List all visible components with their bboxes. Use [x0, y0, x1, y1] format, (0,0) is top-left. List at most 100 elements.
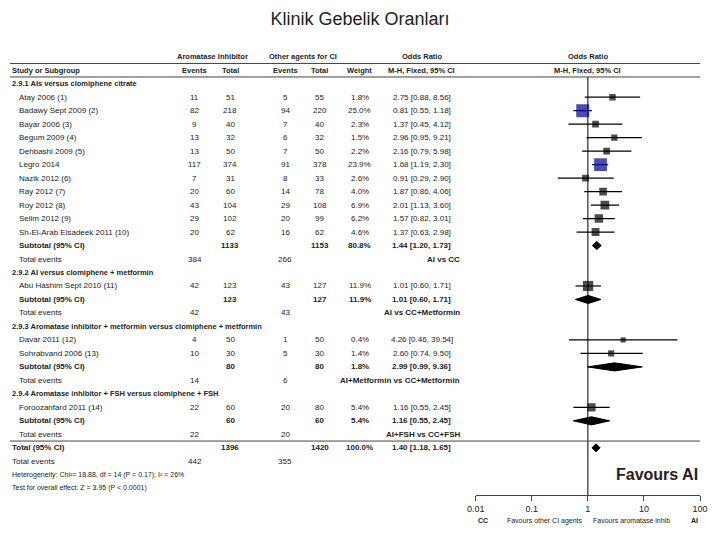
svg-text:104: 104 — [223, 201, 237, 210]
svg-text:60: 60 — [226, 416, 235, 425]
svg-text:31: 31 — [226, 174, 235, 183]
svg-text:7: 7 — [283, 147, 288, 156]
svg-text:80.8%: 80.8% — [348, 241, 371, 250]
svg-text:2.16 [0.79, 5.98]: 2.16 [0.79, 5.98] — [393, 147, 451, 156]
svg-text:1.40 [1.18, 1.65]: 1.40 [1.18, 1.65] — [392, 443, 451, 452]
svg-text:11.9%: 11.9% — [349, 295, 371, 304]
svg-text:1.37 [0.63, 2.98]: 1.37 [0.63, 2.98] — [393, 228, 451, 237]
svg-text:384: 384 — [188, 255, 202, 264]
svg-text:5: 5 — [283, 93, 288, 102]
svg-text:1.57 [0.82, 3.01]: 1.57 [0.82, 3.01] — [393, 214, 451, 223]
svg-text:Weight: Weight — [347, 66, 372, 75]
svg-text:20: 20 — [281, 430, 290, 439]
svg-text:Test for overall effect: Z = 3: Test for overall effect: Z = 3.95 (P < 0… — [12, 484, 147, 492]
svg-text:16: 16 — [281, 228, 290, 237]
svg-text:100: 100 — [692, 504, 707, 514]
svg-text:Study or Subgroup: Study or Subgroup — [12, 66, 80, 75]
svg-text:0.01: 0.01 — [467, 504, 485, 514]
svg-text:99: 99 — [315, 214, 324, 223]
svg-text:13: 13 — [190, 133, 199, 142]
svg-text:60: 60 — [226, 403, 235, 412]
svg-text:Subtotal (95% CI): Subtotal (95% CI) — [19, 362, 85, 371]
svg-text:Subtotal (95% CI): Subtotal (95% CI) — [19, 416, 85, 425]
svg-text:22: 22 — [190, 430, 199, 439]
svg-text:0.4%: 0.4% — [351, 335, 369, 344]
svg-text:AI vs CC+Metformin: AI vs CC+Metformin — [384, 308, 460, 317]
svg-text:Klinik Gebelik Oranları: Klinik Gebelik Oranları — [270, 9, 449, 29]
svg-text:Events: Events — [273, 66, 298, 75]
svg-text:80: 80 — [315, 362, 324, 371]
svg-text:94: 94 — [281, 106, 290, 115]
svg-text:55: 55 — [315, 93, 324, 102]
svg-text:20: 20 — [190, 187, 199, 196]
svg-text:Roy 2012 (8): Roy 2012 (8) — [19, 201, 66, 210]
svg-text:62: 62 — [226, 228, 235, 237]
svg-text:Badawy Sept 2009 (2): Badawy Sept 2009 (2) — [19, 106, 98, 115]
svg-text:4: 4 — [192, 335, 197, 344]
svg-text:91: 91 — [281, 160, 290, 169]
svg-text:1.01 [0.60, 1.71]: 1.01 [0.60, 1.71] — [392, 295, 451, 304]
svg-text:Favours AI: Favours AI — [616, 466, 698, 483]
svg-text:1.01 [0.60, 1.71]: 1.01 [0.60, 1.71] — [393, 281, 451, 290]
svg-text:1420: 1420 — [311, 443, 329, 452]
svg-text:1153: 1153 — [311, 241, 329, 250]
svg-text:1133: 1133 — [221, 241, 239, 250]
svg-text:25.0%: 25.0% — [348, 106, 371, 115]
svg-text:Total events: Total events — [12, 457, 55, 466]
svg-text:Total (95% CI): Total (95% CI) — [12, 443, 65, 452]
svg-text:127: 127 — [313, 295, 327, 304]
svg-text:6: 6 — [283, 376, 288, 385]
svg-text:29: 29 — [190, 214, 199, 223]
svg-text:Dehbashi 2009 (5): Dehbashi 2009 (5) — [19, 147, 85, 156]
svg-text:Atay 2006 (1): Atay 2006 (1) — [19, 93, 67, 102]
svg-text:2.99 [0.99, 9.36]: 2.99 [0.99, 9.36] — [392, 362, 451, 371]
svg-text:43: 43 — [281, 281, 290, 290]
svg-text:1.68 [1.19, 2.30]: 1.68 [1.19, 2.30] — [393, 160, 451, 169]
svg-text:42: 42 — [190, 308, 199, 317]
svg-text:9: 9 — [192, 120, 197, 129]
svg-text:43: 43 — [190, 201, 199, 210]
svg-text:266: 266 — [278, 255, 292, 264]
svg-text:Favours other CI agents: Favours other CI agents — [505, 517, 583, 525]
svg-text:2.3%: 2.3% — [351, 120, 369, 129]
svg-text:Selim 2012 (9): Selim 2012 (9) — [19, 214, 71, 223]
svg-text:355: 355 — [278, 457, 292, 466]
svg-text:Heterogeneity: Chi²= 18.88, df: Heterogeneity: Chi²= 18.88, df = 14 (P =… — [12, 471, 184, 479]
svg-text:62: 62 — [315, 228, 324, 237]
svg-text:43: 43 — [281, 308, 290, 317]
svg-text:1: 1 — [585, 504, 590, 514]
svg-text:32: 32 — [226, 133, 235, 142]
svg-text:6: 6 — [283, 133, 288, 142]
svg-text:108: 108 — [313, 201, 327, 210]
svg-text:Total: Total — [311, 66, 328, 75]
svg-text:1.87 [0.86, 4.06]: 1.87 [0.86, 4.06] — [393, 187, 451, 196]
svg-text:102: 102 — [223, 214, 237, 223]
svg-text:M-H, Fixed, 95% CI: M-H, Fixed, 95% CI — [388, 66, 455, 75]
svg-text:23.9%: 23.9% — [348, 160, 371, 169]
svg-text:Total events: Total events — [19, 430, 62, 439]
svg-text:Total: Total — [222, 66, 239, 75]
svg-text:7: 7 — [192, 174, 197, 183]
svg-text:29: 29 — [281, 201, 290, 210]
svg-text:100.0%: 100.0% — [346, 443, 373, 452]
svg-text:Other agents for CI: Other agents for CI — [269, 52, 337, 61]
svg-text:1396: 1396 — [221, 443, 239, 452]
svg-text:378: 378 — [313, 160, 327, 169]
svg-text:20: 20 — [281, 403, 290, 412]
svg-text:AI vs CC: AI vs CC — [427, 255, 460, 264]
svg-text:14: 14 — [190, 376, 199, 385]
svg-text:51: 51 — [226, 93, 235, 102]
svg-text:Events: Events — [182, 66, 207, 75]
svg-text:1.8%: 1.8% — [351, 362, 369, 371]
svg-text:218: 218 — [223, 106, 237, 115]
svg-text:1.16 [0.55, 2.45]: 1.16 [0.55, 2.45] — [393, 403, 451, 412]
svg-text:8: 8 — [283, 174, 288, 183]
svg-text:82: 82 — [190, 106, 199, 115]
svg-text:0.1: 0.1 — [526, 504, 539, 514]
svg-text:60: 60 — [315, 416, 324, 425]
svg-text:6.9%: 6.9% — [351, 201, 369, 210]
svg-text:4.0%: 4.0% — [351, 187, 369, 196]
svg-text:220: 220 — [313, 106, 327, 115]
svg-text:Total events: Total events — [19, 255, 62, 264]
svg-text:5: 5 — [283, 349, 288, 358]
